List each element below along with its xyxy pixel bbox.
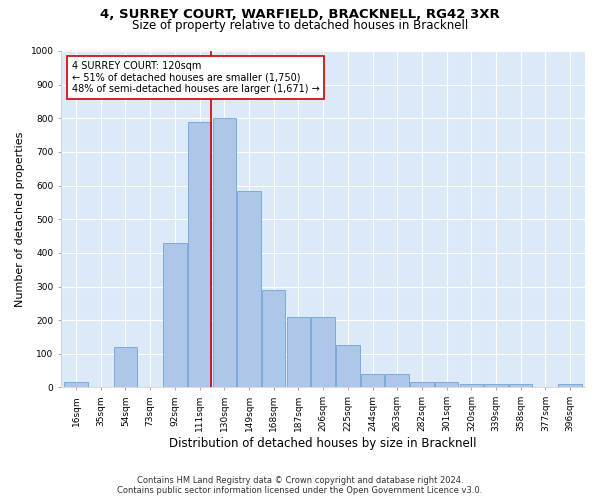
Text: Size of property relative to detached houses in Bracknell: Size of property relative to detached ho…: [132, 19, 468, 32]
Bar: [212, 118, 236, 388]
Bar: [287, 317, 310, 388]
Bar: [559, 384, 582, 388]
X-axis label: Distribution of detached houses by size in Bracknell: Distribution of detached houses by size …: [169, 437, 477, 450]
Bar: [113, 347, 137, 388]
Text: 4, SURREY COURT, WARFIELD, BRACKNELL, RG42 3XR: 4, SURREY COURT, WARFIELD, BRACKNELL, RG…: [100, 8, 500, 20]
Bar: [385, 374, 409, 388]
Bar: [311, 317, 335, 388]
Bar: [163, 243, 187, 388]
Text: Contains HM Land Registry data © Crown copyright and database right 2024.
Contai: Contains HM Land Registry data © Crown c…: [118, 476, 482, 495]
Bar: [237, 190, 261, 388]
Bar: [509, 384, 532, 388]
Bar: [435, 382, 458, 388]
Bar: [262, 290, 286, 388]
Bar: [484, 384, 508, 388]
Y-axis label: Number of detached properties: Number of detached properties: [15, 132, 25, 307]
Bar: [410, 382, 434, 388]
Text: 4 SURREY COURT: 120sqm
← 51% of detached houses are smaller (1,750)
48% of semi-: 4 SURREY COURT: 120sqm ← 51% of detached…: [71, 61, 319, 94]
Bar: [460, 384, 483, 388]
Bar: [64, 382, 88, 388]
Bar: [361, 374, 384, 388]
Bar: [336, 346, 359, 388]
Bar: [188, 122, 211, 388]
